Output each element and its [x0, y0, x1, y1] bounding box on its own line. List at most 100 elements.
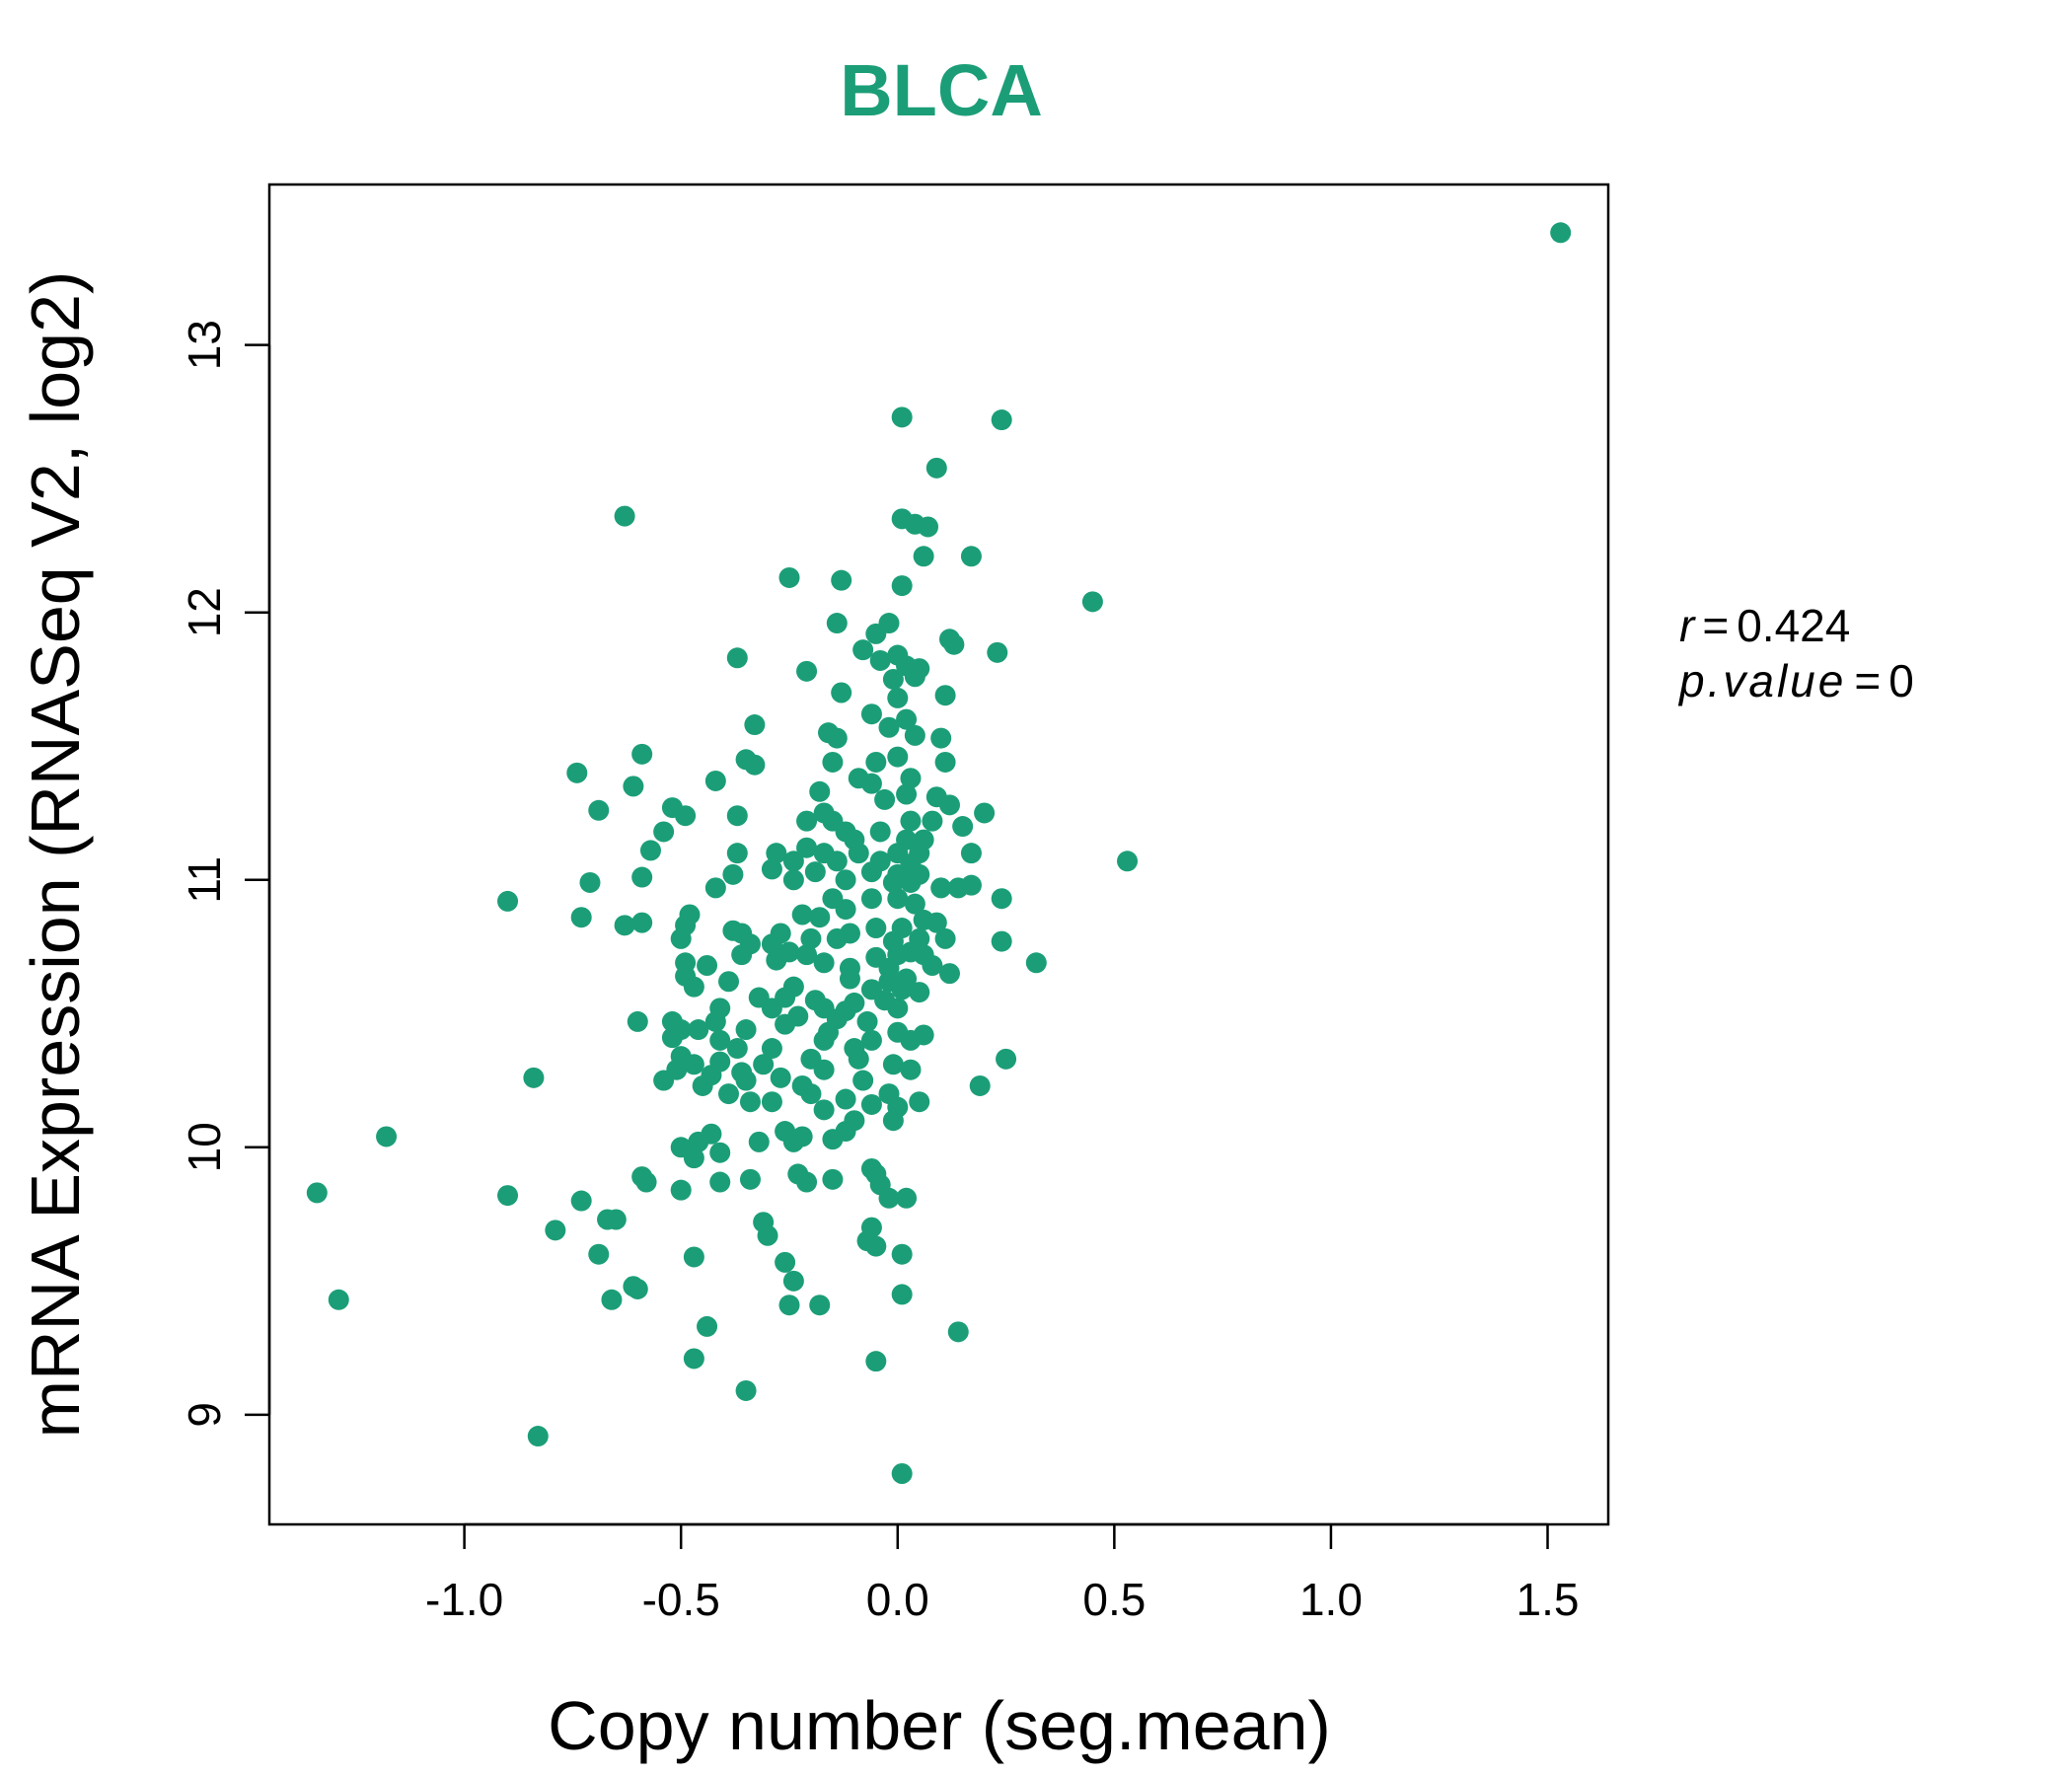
data-point — [909, 1091, 930, 1113]
data-point — [791, 904, 813, 925]
data-point — [739, 1091, 761, 1113]
data-point — [739, 1168, 761, 1190]
data-point — [627, 1278, 648, 1299]
r-name: r — [1679, 600, 1696, 651]
data-point — [909, 982, 930, 1003]
data-point — [831, 682, 852, 703]
p-value: 0 — [1888, 655, 1914, 706]
data-point — [697, 1315, 718, 1337]
data-point — [822, 1129, 844, 1150]
y-tick-label: 13 — [179, 320, 230, 370]
data-point — [938, 963, 960, 985]
p-name: p.value — [1677, 655, 1846, 706]
data-point — [376, 1126, 398, 1147]
x-tick-label: 0.5 — [1082, 1574, 1146, 1625]
data-point — [947, 1321, 969, 1343]
y-tick-label: 10 — [179, 1122, 230, 1172]
data-point — [675, 805, 697, 827]
data-point — [757, 1224, 778, 1246]
data-point — [882, 1054, 904, 1075]
data-point — [653, 821, 675, 843]
data-point — [704, 770, 726, 791]
data-point — [900, 810, 922, 832]
data-point — [766, 949, 787, 971]
data-point — [766, 843, 787, 864]
data-point — [670, 927, 692, 949]
data-point — [860, 1029, 882, 1051]
data-point — [991, 930, 1012, 952]
data-point — [960, 874, 982, 896]
data-point — [826, 613, 848, 634]
data-point — [692, 1074, 713, 1096]
data-point — [718, 971, 740, 993]
data-point — [874, 788, 896, 810]
data-point — [904, 893, 925, 915]
data-point — [887, 687, 909, 708]
data-point — [1117, 851, 1139, 872]
data-point — [688, 1019, 709, 1041]
points-layer — [306, 222, 1572, 1484]
data-point — [839, 968, 860, 990]
data-point — [930, 727, 952, 749]
data-point — [822, 751, 844, 773]
data-point — [943, 633, 965, 655]
data-point — [545, 1220, 566, 1241]
data-point — [848, 843, 869, 864]
data-point — [670, 1179, 692, 1201]
data-point — [996, 1048, 1017, 1070]
data-point — [856, 1010, 878, 1032]
data-point — [497, 890, 519, 912]
data-point — [900, 768, 922, 789]
data-point — [796, 810, 818, 832]
data-point — [813, 1059, 835, 1080]
data-point — [882, 1110, 904, 1132]
x-axis-title: Copy number (seg.mean) — [548, 1687, 1331, 1764]
data-point — [891, 407, 913, 428]
data-point — [865, 1235, 887, 1257]
y-tick-label: 11 — [179, 856, 230, 904]
data-point — [566, 762, 588, 783]
plot-frame — [267, 183, 1610, 1526]
data-point — [683, 1054, 704, 1075]
data-point — [775, 1013, 796, 1035]
data-point — [614, 915, 635, 936]
data-point — [934, 751, 956, 773]
data-point — [813, 1029, 835, 1051]
data-point — [653, 1070, 675, 1091]
data-point — [887, 998, 909, 1019]
data-point — [601, 1289, 623, 1310]
data-point — [896, 783, 918, 805]
data-point — [969, 1074, 991, 1096]
data-point — [887, 888, 909, 910]
data-point — [627, 1010, 648, 1032]
data-point — [882, 668, 904, 690]
data-point — [588, 799, 610, 821]
data-point — [922, 954, 943, 976]
data-point — [579, 871, 601, 893]
data-point — [570, 907, 592, 928]
data-point — [683, 1348, 704, 1369]
data-point — [709, 1171, 731, 1193]
data-point — [925, 912, 947, 933]
data-point — [900, 1059, 922, 1080]
data-point — [328, 1289, 349, 1310]
y-tick-label: 9 — [179, 1402, 230, 1428]
data-point — [896, 708, 918, 730]
data-point — [991, 888, 1012, 910]
data-point — [860, 773, 882, 794]
data-point — [1550, 222, 1572, 244]
data-point — [974, 802, 996, 824]
data-point — [925, 457, 947, 479]
data-point — [813, 1099, 835, 1121]
data-point — [697, 954, 718, 976]
x-tick-label: 0.0 — [866, 1574, 929, 1625]
data-point — [770, 1067, 791, 1088]
data-point — [826, 727, 848, 749]
data-point — [913, 546, 934, 567]
data-point — [726, 805, 748, 827]
data-point — [744, 714, 766, 736]
data-point — [778, 1295, 800, 1316]
data-point — [930, 877, 952, 899]
data-point — [709, 1029, 731, 1051]
